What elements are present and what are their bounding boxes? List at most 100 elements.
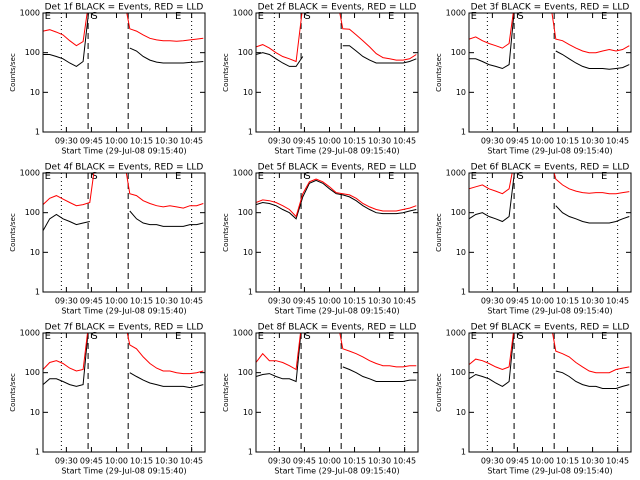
panel: Det 7f BLACK = Events, RED = LLD Start Ti… xyxy=(9,323,206,476)
annotation: E xyxy=(258,171,264,182)
series-line xyxy=(43,13,204,47)
series-line xyxy=(469,173,630,195)
annotation: S xyxy=(304,11,310,22)
y-tick-label: 100 xyxy=(25,368,40,377)
y-tick-label: 1000 xyxy=(446,169,466,178)
x-tick-label: 10:15 xyxy=(130,297,153,306)
y-axis-label: Counts/sec xyxy=(9,373,17,412)
axis-frame xyxy=(468,332,632,453)
x-tick-label: 10:00 xyxy=(531,137,554,146)
x-axis-label: Start Time (29-Jul-08 09:15:40) xyxy=(487,307,612,316)
annotation: E xyxy=(45,171,51,182)
annotation: E xyxy=(258,11,264,22)
panel: Det 4f BLACK = Events, RED = LLD Start Ti… xyxy=(9,163,206,316)
annotation: S xyxy=(517,11,523,22)
series-line xyxy=(256,178,417,218)
x-tick-label: 09:45 xyxy=(80,137,103,146)
x-tick-label: 09:30 xyxy=(268,297,291,306)
axis-frame xyxy=(468,12,632,133)
x-tick-label: 10:15 xyxy=(556,137,579,146)
annotation: E xyxy=(601,171,607,182)
y-tick-label: 100 xyxy=(451,48,466,57)
axis-frame xyxy=(42,172,206,293)
y-tick-label: 1 xyxy=(248,288,253,297)
y-tick-label: 10 xyxy=(243,248,253,257)
annotation: E xyxy=(601,11,607,22)
chart-title: Det 3f BLACK = Events, RED = LLD xyxy=(471,3,630,13)
axis-frame xyxy=(42,12,206,133)
x-axis-label: Start Time (29-Jul-08 09:15:40) xyxy=(274,147,399,156)
series-line xyxy=(469,13,630,70)
x-tick-label: 10:15 xyxy=(343,137,366,146)
x-tick-label: 10:45 xyxy=(393,137,416,146)
x-tick-label: 10:15 xyxy=(343,297,366,306)
x-tick-label: 10:30 xyxy=(368,457,391,466)
x-tick-label: 10:30 xyxy=(155,297,178,306)
y-tick-label: 1 xyxy=(461,448,466,457)
annotation: E xyxy=(45,331,51,342)
x-tick-label: 10:00 xyxy=(318,297,341,306)
x-tick-label: 10:00 xyxy=(531,297,554,306)
y-tick-label: 10 xyxy=(243,408,253,417)
annotation: E xyxy=(601,331,607,342)
x-tick-label: 10:30 xyxy=(155,457,178,466)
series-line xyxy=(256,179,417,220)
y-tick-label: 100 xyxy=(238,368,253,377)
annotation: E xyxy=(258,331,264,342)
y-tick-label: 1000 xyxy=(20,329,40,338)
y-tick-label: 1000 xyxy=(233,169,253,178)
y-axis-label: Counts/sec xyxy=(9,213,17,252)
axis-frame xyxy=(255,332,419,453)
y-tick-label: 100 xyxy=(238,208,253,217)
y-tick-label: 1 xyxy=(35,288,40,297)
x-tick-label: 10:45 xyxy=(606,457,629,466)
annotation: E xyxy=(388,331,394,342)
annotation: E xyxy=(471,11,477,22)
series-line xyxy=(256,13,417,63)
y-tick-label: 100 xyxy=(451,368,466,377)
x-tick-label: 10:30 xyxy=(368,137,391,146)
y-tick-label: 1 xyxy=(35,448,40,457)
panel: Det 2f BLACK = Events, RED = LLD Start Ti… xyxy=(222,3,419,156)
x-tick-label: 10:15 xyxy=(130,137,153,146)
axis-frame xyxy=(255,12,419,133)
panel: Det 5f BLACK = Events, RED = LLD Start Ti… xyxy=(222,163,419,316)
y-axis-label: Counts/sec xyxy=(222,53,230,92)
y-tick-label: 1 xyxy=(248,128,253,137)
panel: Det 9f BLACK = Events, RED = LLD Start Ti… xyxy=(435,323,632,476)
y-tick-label: 100 xyxy=(238,48,253,57)
x-tick-label: 10:30 xyxy=(581,137,604,146)
series-line xyxy=(469,173,630,224)
y-tick-label: 10 xyxy=(456,88,466,97)
y-tick-label: 10 xyxy=(456,408,466,417)
x-tick-label: 09:30 xyxy=(55,137,78,146)
x-tick-label: 10:15 xyxy=(130,457,153,466)
panel: Det 1f BLACK = Events, RED = LLD Start Ti… xyxy=(9,3,206,156)
series-line xyxy=(256,333,417,371)
annotation: E xyxy=(175,171,181,182)
x-tick-label: 09:30 xyxy=(55,297,78,306)
x-axis-label: Start Time (29-Jul-08 09:15:40) xyxy=(274,307,399,316)
series-line xyxy=(469,333,630,389)
annotation: S xyxy=(517,331,523,342)
x-axis-label: Start Time (29-Jul-08 09:15:40) xyxy=(61,147,186,156)
x-tick-label: 10:45 xyxy=(606,297,629,306)
series-line xyxy=(43,173,204,209)
y-tick-label: 1000 xyxy=(446,9,466,18)
y-axis-label: Counts/sec xyxy=(435,213,443,252)
series-line xyxy=(43,333,204,389)
x-tick-label: 10:45 xyxy=(393,297,416,306)
annotation: E xyxy=(45,11,51,22)
y-tick-label: 1 xyxy=(248,448,253,457)
x-tick-label: 10:30 xyxy=(368,297,391,306)
y-tick-label: 10 xyxy=(243,88,253,97)
annotation: E xyxy=(175,331,181,342)
annotation: E xyxy=(175,11,181,22)
y-axis-label: Counts/sec xyxy=(435,373,443,412)
y-tick-label: 100 xyxy=(25,48,40,57)
panel: Det 6f BLACK = Events, RED = LLD Start Ti… xyxy=(435,163,632,316)
chart-title: Det 9f BLACK = Events, RED = LLD xyxy=(471,323,630,333)
annotation: S xyxy=(91,171,97,182)
y-tick-label: 1000 xyxy=(233,9,253,18)
series-line xyxy=(469,333,630,374)
